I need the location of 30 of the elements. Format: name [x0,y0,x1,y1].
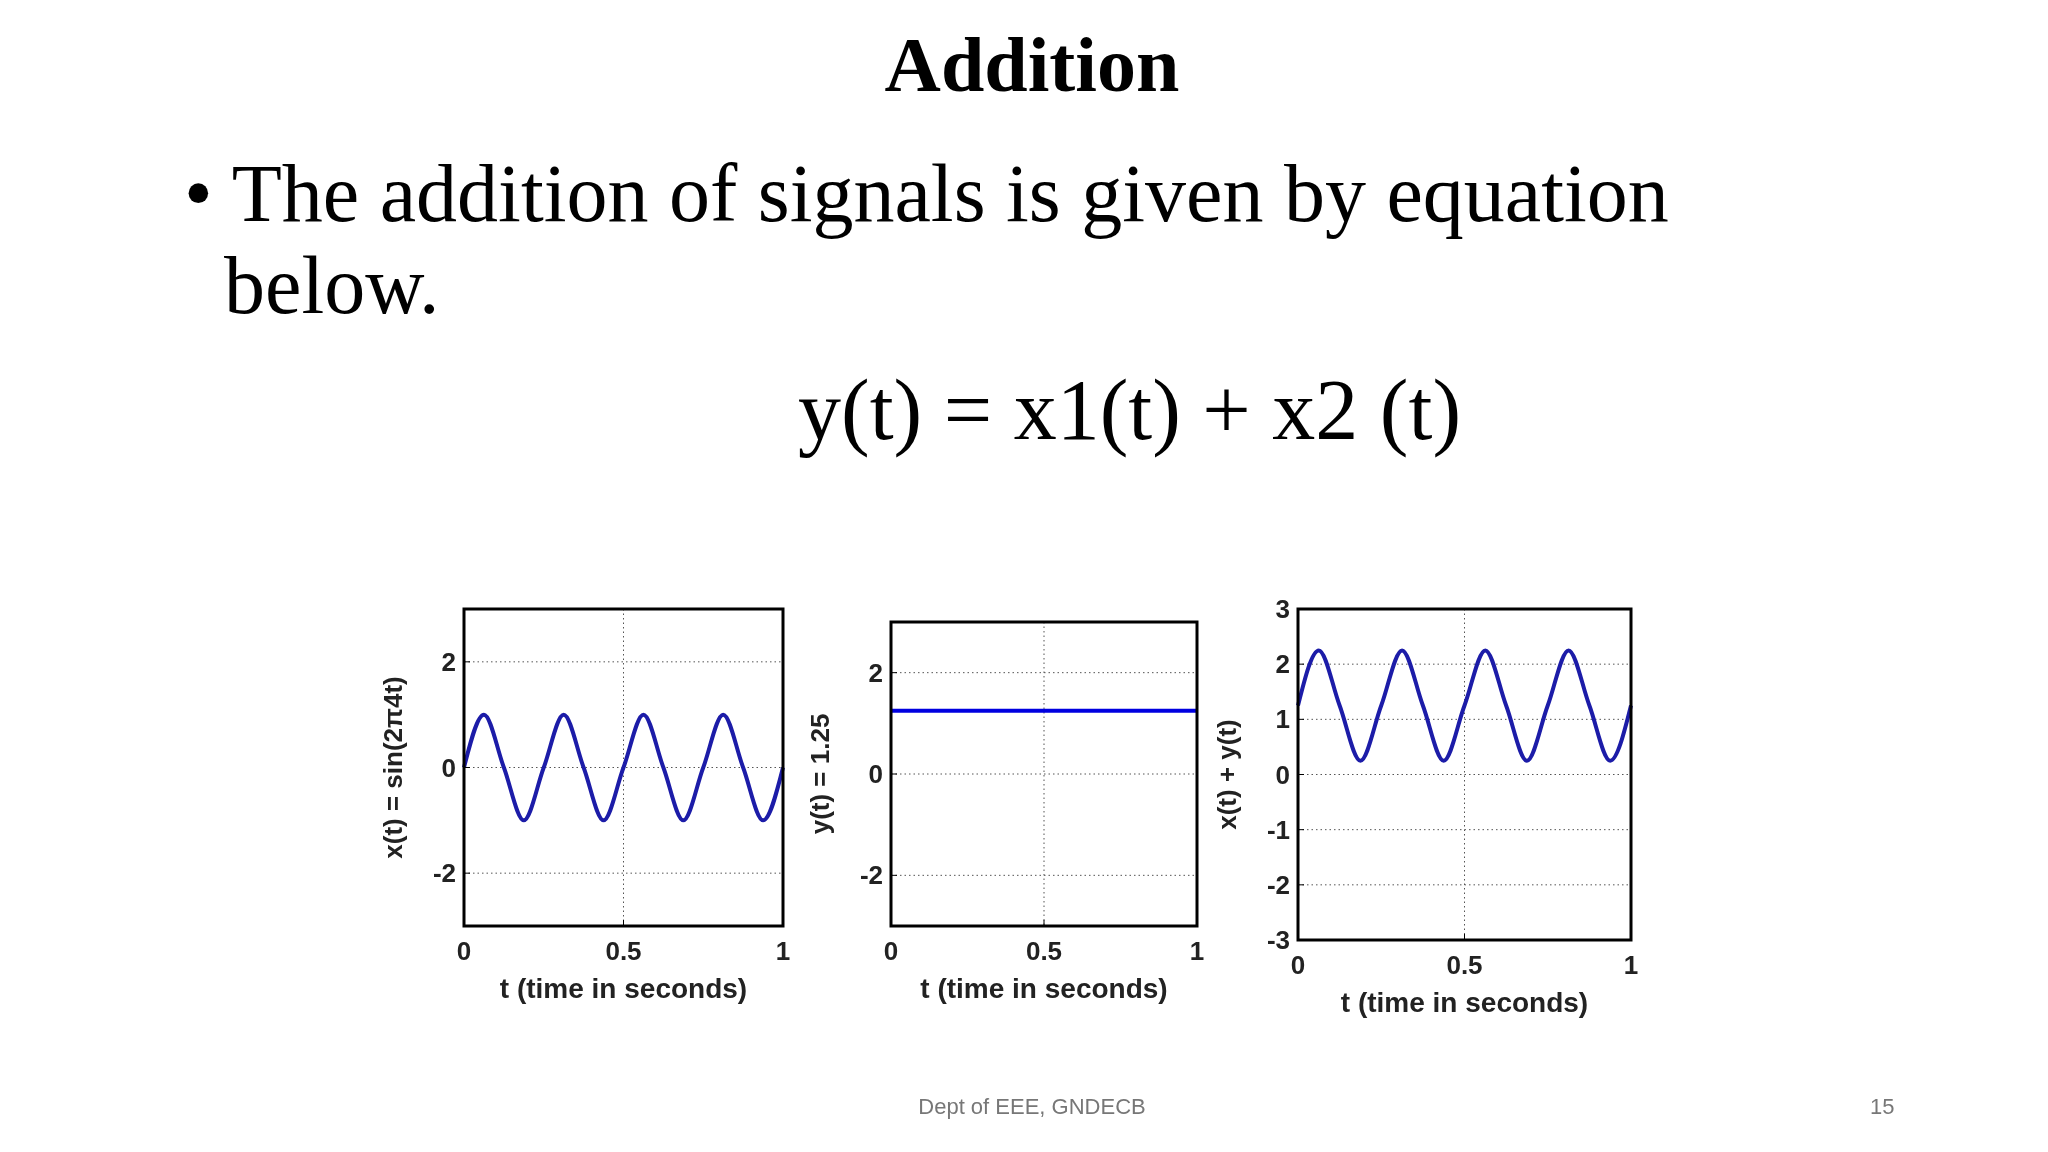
text: 15 [1870,1094,1895,1120]
y-tick-label: 0 [1275,759,1290,790]
y-tick-label: 2 [441,646,456,677]
y-tick-label: 1 [1275,704,1290,735]
y-tick-label: 2 [868,657,883,688]
text: y(t) = x1(t) + x2 (t) [798,361,1462,460]
x-tick-label: 0.5 [605,936,642,966]
y-tick-label: -1 [1266,814,1290,845]
y-tick-label: -2 [859,860,883,891]
text: Addition [883,20,1181,110]
y-tick-label: -2 [432,858,456,889]
x-tick-label: 1 [775,936,791,966]
y-axis-title: x(t) = sin(2π4t) [378,676,408,859]
x-axis-title: t (time in seconds) [920,973,1168,1004]
x-axis-title: t (time in seconds) [499,973,748,1004]
y-axis-title: y(t) = 1.25 [805,713,835,835]
y-axis-title: x(t) + y(t) [1212,719,1242,830]
x-tick-label: 0.5 [1025,936,1063,966]
y-tick-label: -3 [1266,925,1290,955]
y-tick-label: -2 [1266,869,1290,900]
y-tick-label: 3 [1275,594,1290,624]
text: Dept of EEE, GNDECB [918,1094,1146,1119]
x-axis-title: t (time in seconds) [1340,987,1589,1018]
x-tick-label: 1 [1189,936,1205,966]
y-tick-label: 0 [868,759,883,789]
y-tick-label: 0 [441,752,456,783]
x-tick-label: 1 [1623,950,1639,980]
x-tick-label: 0.5 [1446,950,1483,980]
text: • The addition of signals is given by equation below. [184,148,1670,332]
y-tick-label: 2 [1275,649,1290,680]
